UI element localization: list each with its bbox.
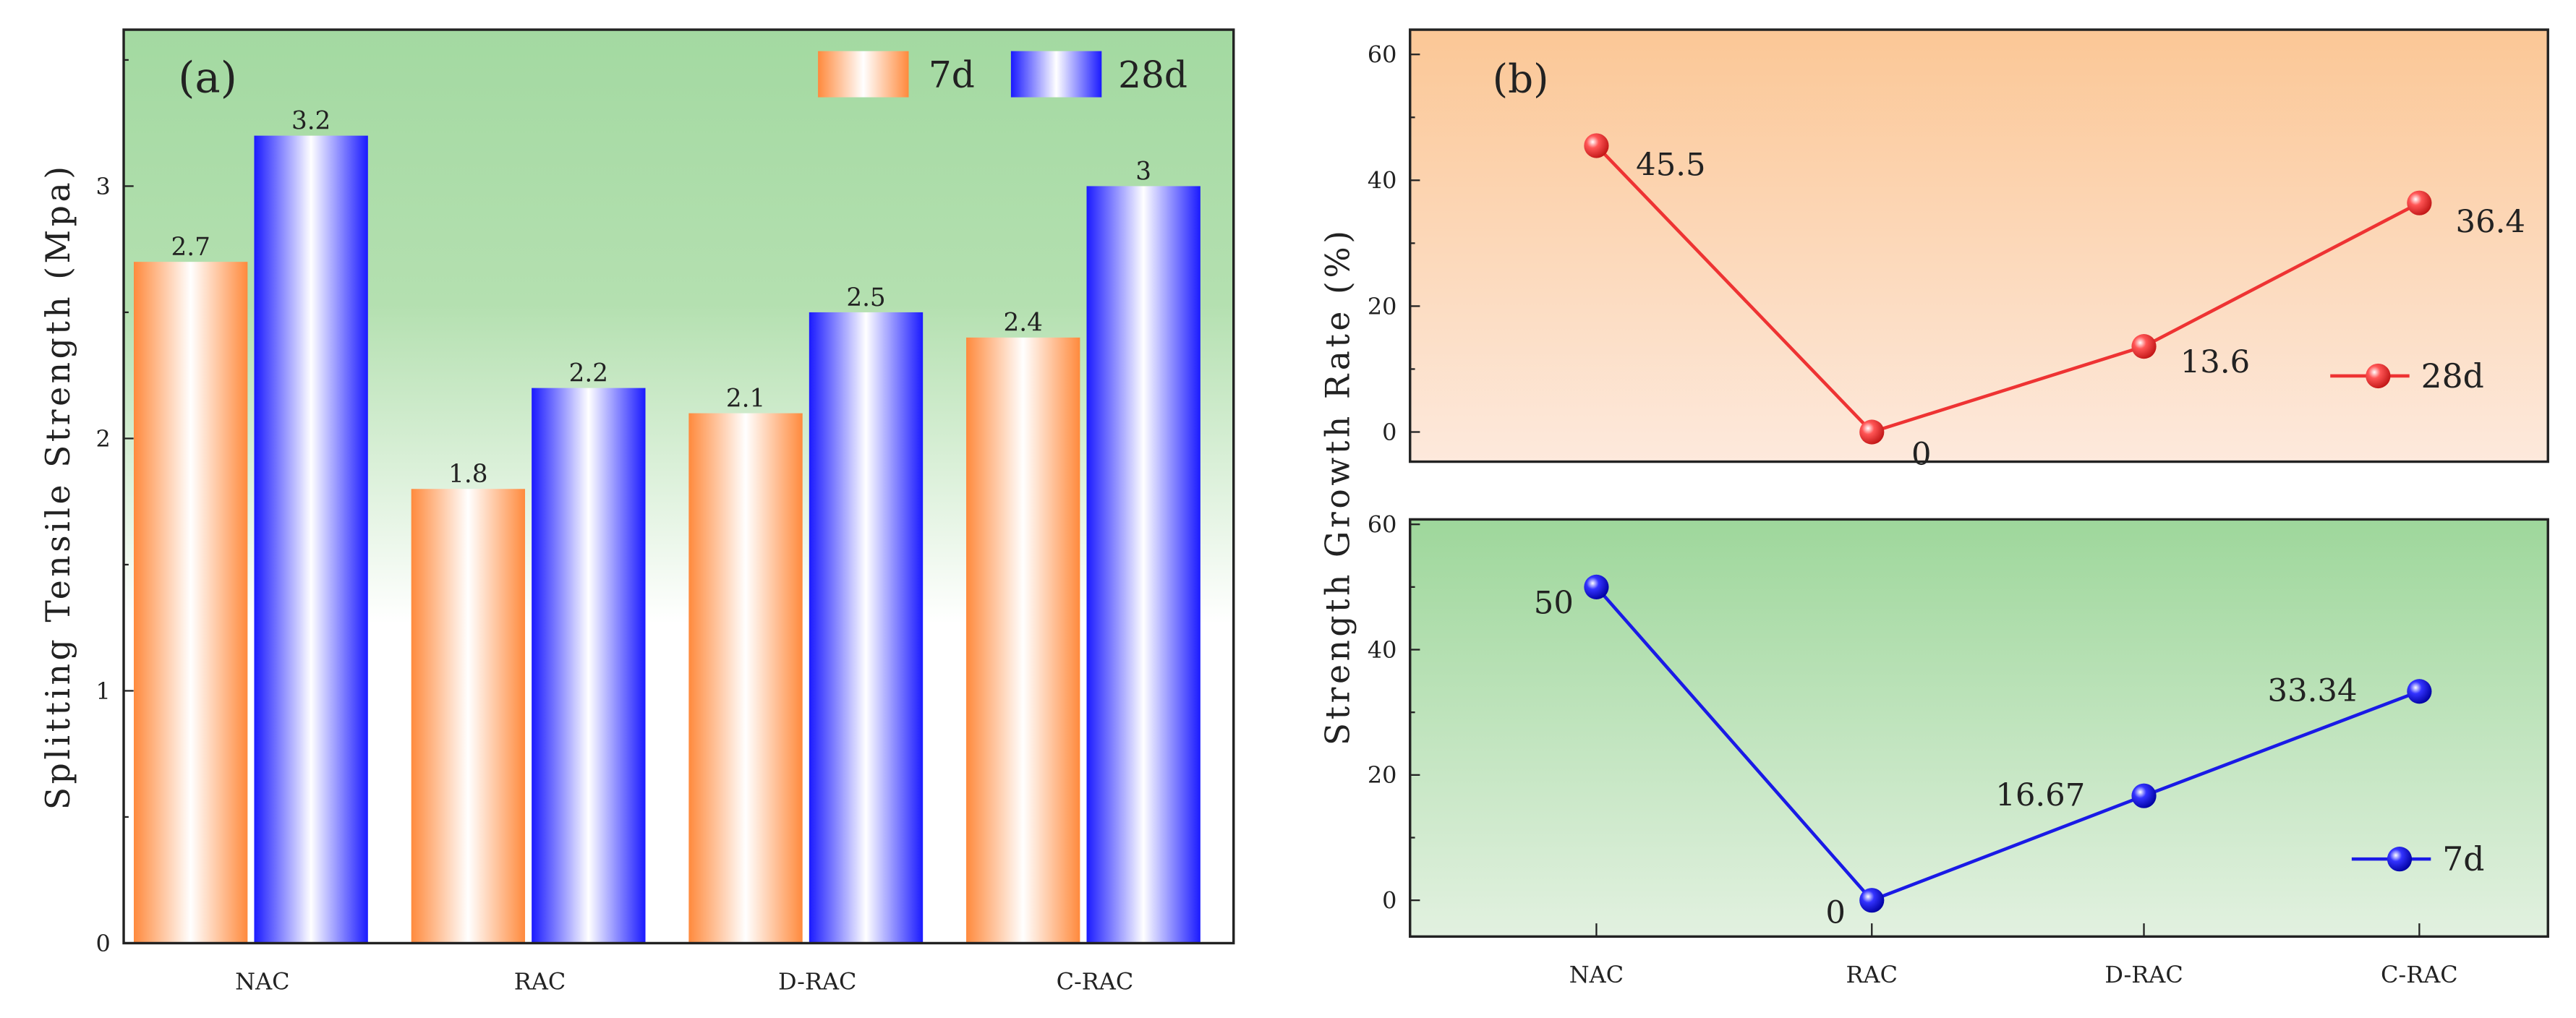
series-line-28d [1595,144,2421,435]
data-label: 50 [1534,585,1574,621]
x-tick-label: C-RAC [2381,961,2458,988]
data-label: 2.2 [569,359,608,388]
x-axis-ticks-a: NAC RAC D-RAC C-RAC [235,967,1133,995]
y-axis-label-b: Strength Growth Rate (%) [1318,227,1357,745]
plot-area-b-top [1409,30,2549,462]
data-label: 45.5 [1636,147,1705,184]
y-tick-label: 3 [95,173,110,200]
y-tick-label: 60 [1368,511,1397,539]
y-tick-label: 40 [1368,636,1397,664]
data-label: 0 [1911,437,1932,473]
x-tick-label: NAC [1569,961,1624,988]
bar-28d-NAC [254,135,368,944]
legend-label-28d: 28d [2421,357,2484,395]
y-axis-ticks-a: 0 1 2 3 [95,59,134,957]
legend-marker-7d [2387,847,2413,872]
x-tick-label: RAC [1846,961,1898,988]
y-tick-label: 0 [1382,419,1396,446]
data-point-7d [2131,783,2157,808]
data-point-7d [2407,679,2432,704]
data-point-28d [2131,334,2157,359]
data-label: 2.7 [171,233,210,262]
data-point-28d [2407,190,2432,215]
bar-7d-RAC [411,489,526,944]
bar-7d-C-RAC [966,337,1080,944]
plot-frame-a [122,28,1235,945]
legend-label-7d: 7d [2442,840,2484,878]
series-line-7d [1595,586,2421,902]
y-tick-label: 20 [1368,761,1397,789]
y-tick-label: 60 [1368,41,1397,69]
bar-28d-RAC [532,388,646,944]
data-label: 13.6 [2180,345,2250,381]
x-tick-label: D-RAC [778,967,856,995]
x-tick-label: D-RAC [2104,961,2183,988]
plot-frame-b-top [1409,28,2549,463]
data-label: 36.4 [2456,205,2525,241]
legend-marker-28d [2366,363,2391,389]
legend-swatch-7d [818,51,909,98]
data-point-28d [1859,419,1885,445]
data-label: 16.67 [1995,777,2085,813]
data-label: 2.1 [726,384,765,413]
legend-label-7d: 7d [929,54,975,96]
y-tick-label: 40 [1368,167,1397,194]
panel-label-a: (a) [178,53,237,103]
x-tick-label: RAC [514,967,566,995]
data-label: 0 [1825,895,1846,931]
data-point-28d [1584,133,1609,158]
plot-area-b-bottom [1409,519,2549,937]
data-label: 3 [1135,157,1151,186]
x-tick-label: NAC [235,967,289,995]
y-tick-label: 20 [1368,293,1397,320]
y-tick-label: 1 [95,677,110,705]
bar-group: 2.7 3.2 1.8 2.2 2.1 2.5 2.4 3 [133,107,1200,944]
data-label: 3.2 [291,107,330,136]
legend-swatch-28d [1010,51,1102,98]
axes-b: 0 20 40 60 0 20 40 60 NAC RAC D-RAC C-RAC [1368,41,2458,989]
data-label: 33.34 [2268,673,2358,709]
data-label: 1.8 [448,460,487,489]
line-group: 45.5 0 13.6 36.4 28d 50 0 16.67 33.34 7d [1534,133,2525,931]
bar-28d-D-RAC [809,312,924,944]
data-label: 2.5 [846,283,885,312]
y-tick-label: 0 [95,930,110,957]
y-tick-label: 0 [1382,887,1396,915]
panel-label-b: (b) [1493,56,1549,102]
legend-label-28d: 28d [1118,54,1187,96]
bar-28d-C-RAC [1086,186,1200,944]
plot-frame-b-bottom [1409,518,2549,938]
x-tick-label: C-RAC [1057,967,1134,995]
data-point-7d [1584,574,1609,599]
data-point-7d [1859,888,1885,913]
bar-7d-NAC [133,262,248,944]
data-label: 2.4 [1004,309,1043,338]
y-tick-label: 2 [95,425,110,453]
bar-7d-D-RAC [688,413,803,944]
y-axis-label-a: Splitting Tensile Strength (Mpa) [39,163,77,810]
legend-a: 7d 28d [818,51,1187,98]
